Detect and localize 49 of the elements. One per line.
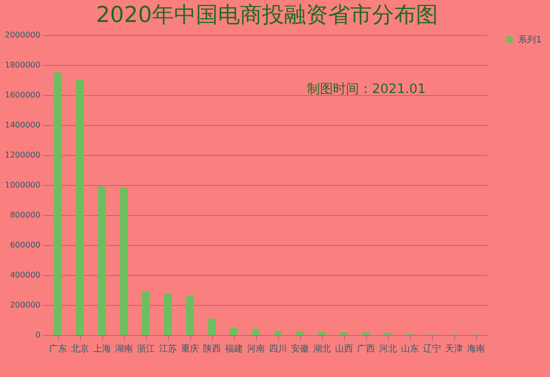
x-tick-label: 山西 <box>335 344 353 354</box>
bar <box>54 72 62 335</box>
x-tick-label: 北京 <box>71 344 89 354</box>
bar <box>98 186 106 335</box>
x-tick-label: 福建 <box>225 344 243 354</box>
bar <box>186 296 194 335</box>
x-tick-label: 上海 <box>93 344 111 354</box>
x-tick-label: 河南 <box>247 344 265 354</box>
y-tick-label: 800000 <box>10 210 40 220</box>
y-tick-label: 0 <box>35 330 40 340</box>
x-tick-label: 辽宁 <box>423 344 441 354</box>
x-tick-label: 湖南 <box>115 344 133 354</box>
y-tick-label: 200000 <box>10 300 40 310</box>
bar <box>252 329 260 335</box>
x-tick-label: 江苏 <box>159 344 177 354</box>
bar <box>340 332 348 335</box>
x-tick-label: 四川 <box>269 344 287 354</box>
y-tick-label: 2000000 <box>4 30 40 40</box>
x-tick-label: 天津 <box>445 344 463 354</box>
x-tick-label: 湖北 <box>313 344 331 354</box>
y-tick-label: 600000 <box>10 240 40 250</box>
bar <box>230 328 238 335</box>
bar <box>274 330 282 335</box>
bar <box>120 188 128 335</box>
y-tick-label: 1800000 <box>4 60 40 70</box>
chart-title: 2020年中国电商投融资省市分布图 <box>96 3 438 28</box>
x-tick-label: 广东 <box>49 344 67 354</box>
bar <box>362 332 370 335</box>
x-tick-label: 海南 <box>467 344 485 354</box>
y-tick-label: 1400000 <box>4 120 40 130</box>
bar <box>318 332 326 335</box>
bar <box>142 292 150 335</box>
y-tick-label: 1600000 <box>4 90 40 100</box>
bar <box>164 294 172 335</box>
bar <box>296 332 304 335</box>
bar <box>76 80 84 335</box>
x-tick-label: 安徽 <box>291 344 309 354</box>
x-tick-label: 重庆 <box>181 344 199 354</box>
x-tick-label: 广西 <box>357 344 375 354</box>
bar <box>208 318 216 335</box>
annotation: 制图时间：2021.01 <box>307 82 426 97</box>
y-tick-label: 1000000 <box>4 180 40 190</box>
legend-label: 系列1 <box>518 34 542 46</box>
y-tick-label: 400000 <box>10 270 40 280</box>
y-tick-label: 1200000 <box>4 150 40 160</box>
x-tick-label: 浙江 <box>137 344 155 354</box>
x-tick-label: 陕西 <box>203 344 221 354</box>
x-tick-label: 河北 <box>379 344 397 354</box>
x-tick-label: 山东 <box>401 344 419 354</box>
